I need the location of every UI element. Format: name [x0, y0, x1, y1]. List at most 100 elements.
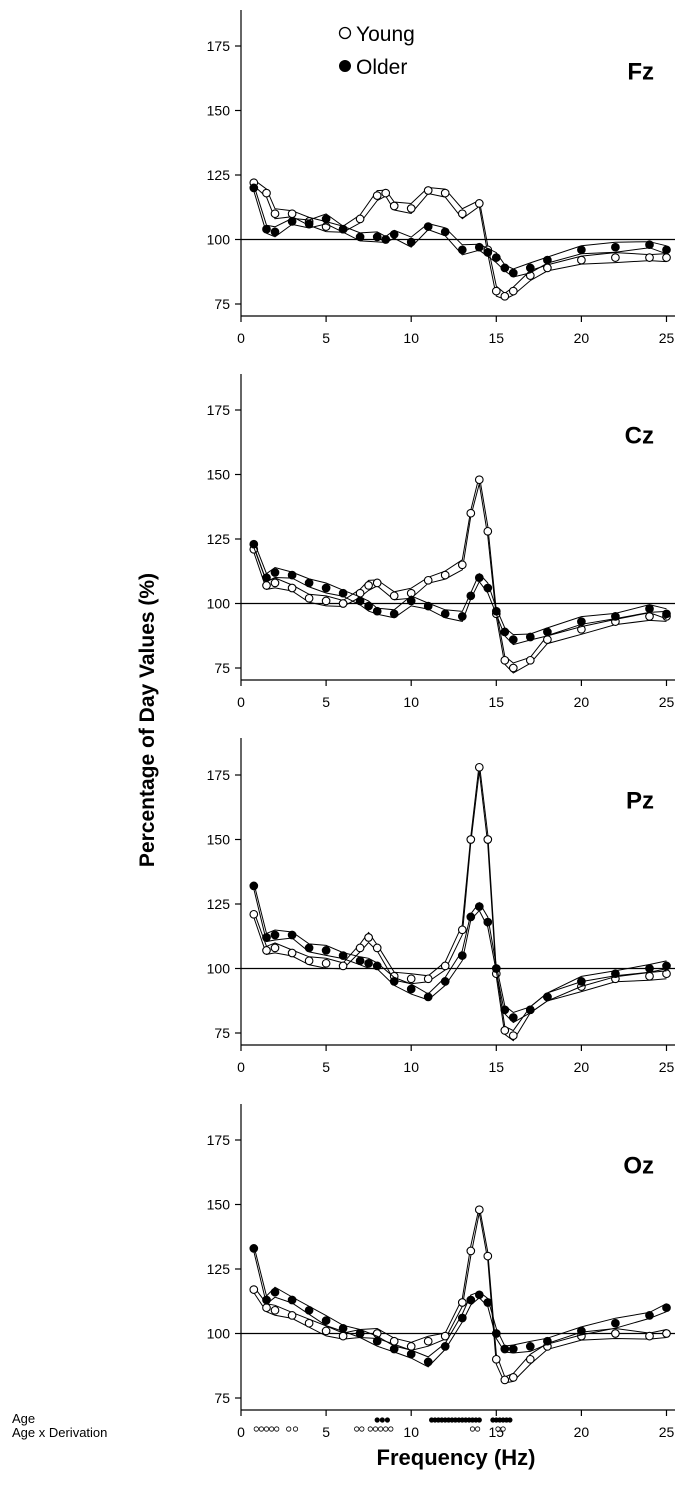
point-young: [321, 958, 331, 968]
series-young-envelope: [253, 771, 667, 1042]
sig-marker-age-x-derivation: [354, 1426, 360, 1432]
point-older: [270, 930, 280, 940]
point-young: [577, 255, 586, 265]
y-tick-label: 75: [214, 1390, 230, 1406]
point-young: [270, 578, 280, 588]
x-tick-label: 25: [659, 694, 675, 710]
point-older: [338, 1323, 348, 1333]
y-tick-label: 75: [214, 296, 230, 312]
point-older: [500, 627, 510, 637]
point-older: [508, 635, 518, 644]
point-young: [389, 1336, 399, 1346]
point-young: [500, 655, 510, 665]
point-older: [423, 222, 433, 231]
point-young: [543, 263, 552, 273]
x-tick-label: 15: [489, 1059, 505, 1075]
point-young: [474, 475, 484, 485]
x-tick-label: 20: [574, 1059, 590, 1075]
x-tick-label: 5: [322, 330, 330, 346]
point-older: [372, 1336, 382, 1346]
point-young: [270, 209, 280, 219]
x-tick-label: 10: [403, 694, 419, 710]
point-young: [270, 943, 280, 953]
point-older: [364, 601, 373, 611]
point-older: [525, 1342, 535, 1351]
y-tick-label: 150: [207, 467, 231, 483]
x-tick-label: 25: [659, 330, 675, 346]
point-older: [543, 1336, 552, 1346]
y-tick-label: 100: [207, 1326, 231, 1342]
panel-oz: 75 100 125 150 175 0 5 10 15 20 25 Oz: [207, 1104, 675, 1440]
point-older: [249, 881, 259, 891]
point-young: [645, 971, 654, 981]
point-young: [457, 560, 467, 570]
point-older: [321, 1316, 331, 1325]
y-tick-label: 125: [207, 1261, 231, 1277]
point-young: [474, 199, 484, 208]
point-young: [249, 1285, 259, 1294]
point-young: [423, 186, 433, 195]
point-older: [287, 930, 297, 940]
point-young: [508, 286, 518, 296]
point-older: [364, 958, 373, 968]
point-young: [500, 1026, 510, 1035]
x-tick-label: 20: [574, 330, 590, 346]
y-tick-label: 100: [207, 232, 231, 248]
series-older-envelope: [253, 184, 667, 270]
point-older: [577, 617, 586, 626]
legend-young-label: Young: [356, 23, 415, 46]
point-young: [508, 663, 518, 673]
point-older: [508, 1344, 518, 1354]
point-young: [372, 191, 382, 200]
sig-marker-age-x-derivation: [253, 1426, 259, 1432]
point-young: [645, 253, 654, 262]
point-older: [338, 224, 348, 234]
point-young: [611, 1329, 620, 1338]
sig-marker-age-x-derivation: [372, 1426, 379, 1432]
sig-marker-age-x-derivation: [377, 1426, 384, 1432]
point-young: [491, 286, 501, 296]
point-young: [500, 1375, 510, 1385]
point-young: [440, 570, 450, 580]
point-older: [577, 245, 586, 255]
point-young: [304, 956, 314, 966]
point-older: [662, 961, 671, 971]
point-older: [483, 583, 493, 593]
y-axis-label: Percentage of Day Values (%): [136, 573, 159, 867]
sig-marker-age-x-derivation: [263, 1426, 270, 1432]
point-older: [270, 1287, 280, 1297]
sig-marker-age-x-derivation: [474, 1426, 481, 1432]
point-older: [440, 1342, 450, 1351]
point-older: [474, 573, 484, 583]
point-young: [406, 974, 416, 984]
sig-marker-age-x-derivation: [388, 1426, 394, 1432]
point-older: [440, 977, 450, 986]
point-older: [262, 573, 271, 583]
point-older: [249, 183, 259, 193]
point-older: [474, 242, 484, 252]
point-older: [500, 1344, 510, 1354]
point-older: [304, 1305, 314, 1315]
point-older: [466, 1295, 476, 1305]
point-older: [457, 612, 467, 621]
point-older: [338, 588, 348, 598]
sig-marker-age-x-derivation: [359, 1426, 365, 1432]
point-older: [287, 1295, 297, 1305]
point-older: [287, 217, 297, 226]
y-tick-label: 75: [214, 1025, 230, 1041]
y-tick-label: 150: [207, 1197, 231, 1213]
legend-older-label: Older: [356, 56, 407, 79]
point-older: [389, 609, 399, 619]
point-older: [389, 1344, 399, 1354]
point-older: [249, 1244, 259, 1253]
point-older: [423, 601, 433, 611]
point-young: [304, 593, 314, 603]
y-tick-label: 175: [207, 402, 231, 418]
x-tick-label: 5: [322, 694, 330, 710]
point-young: [338, 1331, 348, 1341]
point-young: [500, 291, 510, 301]
point-older: [355, 232, 365, 242]
x-tick-label: 10: [403, 1059, 419, 1075]
point-older: [262, 933, 271, 942]
